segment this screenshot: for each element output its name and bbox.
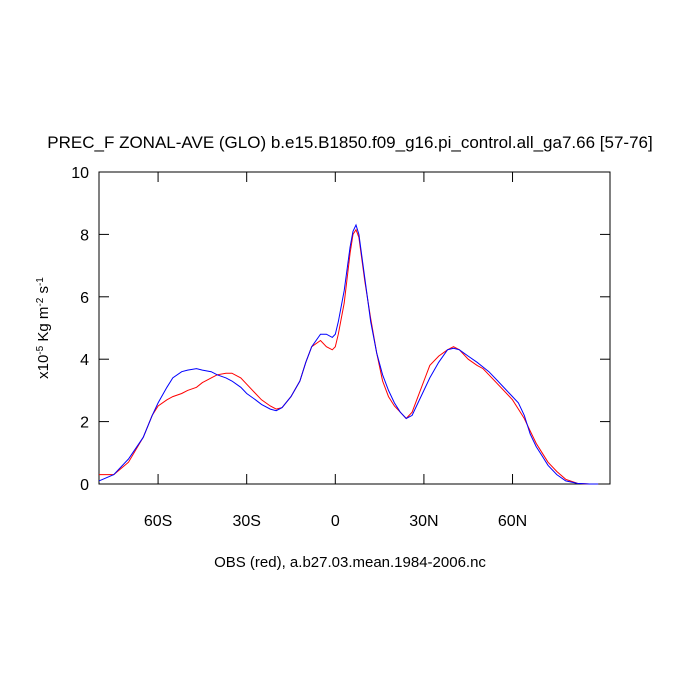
y-label-part: s	[35, 286, 52, 298]
y-tick-label: 2	[80, 415, 89, 432]
y-tick-label: 8	[80, 227, 89, 244]
y-tick-label: 6	[80, 290, 89, 307]
x-tick-label: 60S	[144, 513, 172, 530]
data-line	[98, 223, 599, 485]
y-label-part: Kg m	[35, 307, 52, 346]
y-tick-label: 4	[80, 352, 89, 369]
x-axis-label: OBS (red), a.b27.03.mean.1984-2006.nc	[214, 554, 486, 571]
y-tick-label: 10	[71, 165, 89, 182]
y-label-superscript: -2	[35, 297, 46, 306]
y-label-superscript: -5	[35, 345, 46, 354]
y-tick-label: 0	[80, 477, 89, 494]
x-tick-label: 0	[331, 513, 340, 530]
x-tick-label: 30S	[232, 513, 260, 530]
chart-title: PREC_F ZONAL-AVE (GLO) b.e15.B1850.f09_g…	[47, 133, 652, 152]
plot-frame	[98, 171, 611, 485]
y-axis-label: x10-5 Kg m-2 s-1	[35, 277, 53, 379]
y-label-superscript: -1	[35, 277, 46, 286]
data-line	[99, 228, 599, 485]
y-label-part: x10	[35, 355, 52, 379]
x-tick-label: 60N	[498, 513, 527, 530]
x-tick-label: 30N	[409, 513, 438, 530]
